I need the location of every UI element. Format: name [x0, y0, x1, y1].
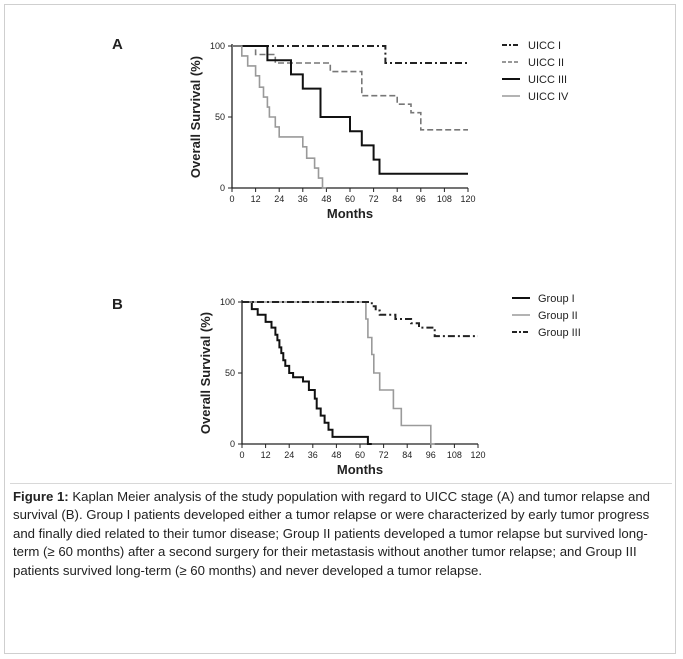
- caption-text: Kaplan Meier analysis of the study popul…: [13, 489, 650, 578]
- legend-label: Group II: [538, 310, 578, 322]
- y-tick-label: 50: [225, 368, 235, 378]
- y-axis-title: Overall Survival (%): [188, 56, 203, 178]
- x-tick-label: 72: [369, 194, 379, 204]
- series-line-uicc-ii: [232, 45, 468, 131]
- legend-label: UICC III: [528, 74, 567, 86]
- x-tick-label: 12: [261, 450, 271, 460]
- figure-frame: [4, 4, 676, 654]
- x-tick-label: 96: [416, 194, 426, 204]
- x-tick-label: 96: [426, 450, 436, 460]
- x-tick-label: 24: [274, 194, 284, 204]
- x-tick-label: 84: [402, 450, 412, 460]
- caption-label: Figure 1:: [13, 489, 69, 504]
- x-tick-label: 60: [355, 450, 365, 460]
- x-tick-label: 108: [447, 450, 462, 460]
- figure-caption: Figure 1: Kaplan Meier analysis of the s…: [13, 488, 668, 580]
- legend-label: Group III: [538, 327, 581, 339]
- x-tick-label: 60: [345, 194, 355, 204]
- series-line-group-iii: [242, 301, 478, 338]
- panel-b-letter: B: [112, 296, 123, 313]
- series-line-group-ii: [242, 301, 435, 445]
- x-tick-label: 12: [251, 194, 261, 204]
- y-tick-label: 50: [215, 112, 225, 122]
- x-tick-label: 24: [284, 450, 294, 460]
- x-tick-label: 120: [460, 194, 475, 204]
- legend-label: UICC I: [528, 40, 561, 52]
- x-tick-label: 108: [437, 194, 452, 204]
- y-tick-label: 0: [220, 183, 225, 193]
- chart-b: 0 12 24 36 48 60 72 84 96 108 120 0 50 100 Months Overa…: [198, 293, 581, 477]
- x-axis-title: Months: [327, 206, 373, 221]
- series-line-group-i: [242, 301, 372, 445]
- x-tick-label: 72: [379, 450, 389, 460]
- x-tick-label: 120: [470, 450, 485, 460]
- y-tick-label: 0: [230, 439, 235, 449]
- x-tick-label: 84: [392, 194, 402, 204]
- x-tick-label: 0: [239, 450, 244, 460]
- legend-label: Group I: [538, 293, 575, 305]
- chart-a: 0 12 24 36 48 60 72 84 96 108 120 0 50 100 Months Overa…: [188, 40, 569, 221]
- series-line-uicc-i: [232, 45, 468, 64]
- x-tick-label: 0: [229, 194, 234, 204]
- legend-label: UICC II: [528, 57, 564, 69]
- legend-label: UICC IV: [528, 91, 569, 103]
- series-line-uicc-iv: [232, 45, 327, 189]
- x-tick-label: 36: [298, 194, 308, 204]
- x-axis-title: Months: [337, 462, 383, 477]
- y-axis-title: Overall Survival (%): [198, 312, 213, 434]
- series-line-uicc-iii: [232, 45, 468, 175]
- x-tick-label: 48: [321, 194, 331, 204]
- y-tick-label: 100: [210, 41, 225, 51]
- panel-a-letter: A: [112, 36, 123, 53]
- x-tick-label: 36: [308, 450, 318, 460]
- y-tick-label: 100: [220, 297, 235, 307]
- x-tick-label: 48: [331, 450, 341, 460]
- caption-divider: [10, 483, 672, 484]
